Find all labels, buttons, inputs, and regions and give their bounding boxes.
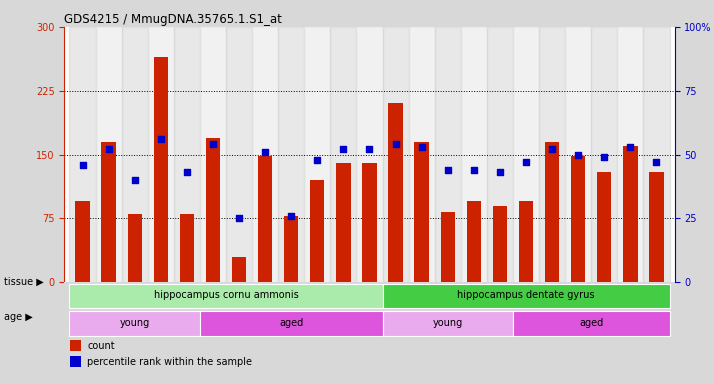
Bar bbox=[121, 27, 148, 282]
Bar bbox=[154, 57, 168, 282]
Bar bbox=[618, 27, 643, 282]
Bar bbox=[408, 27, 435, 282]
Bar bbox=[461, 27, 487, 282]
Bar bbox=[513, 311, 670, 336]
Point bbox=[286, 213, 297, 219]
Bar bbox=[565, 27, 591, 282]
Point bbox=[103, 146, 114, 152]
Bar bbox=[539, 27, 565, 282]
Bar bbox=[467, 201, 481, 282]
Bar bbox=[200, 27, 226, 282]
Bar bbox=[545, 142, 559, 282]
Point bbox=[363, 146, 376, 152]
Bar bbox=[69, 311, 200, 336]
Bar bbox=[304, 27, 331, 282]
Bar bbox=[226, 27, 252, 282]
Point bbox=[521, 159, 532, 165]
Bar bbox=[69, 284, 383, 308]
Bar bbox=[258, 156, 272, 282]
Text: percentile rank within the sample: percentile rank within the sample bbox=[87, 357, 253, 367]
Text: count: count bbox=[87, 341, 115, 351]
Text: young: young bbox=[119, 318, 150, 328]
Bar bbox=[96, 27, 121, 282]
Bar bbox=[101, 142, 116, 282]
Bar bbox=[69, 27, 96, 282]
Bar bbox=[597, 172, 611, 282]
Point bbox=[598, 154, 610, 160]
Bar bbox=[623, 146, 638, 282]
Bar bbox=[206, 137, 220, 282]
Bar bbox=[200, 311, 383, 336]
Bar bbox=[383, 27, 408, 282]
Point bbox=[390, 141, 401, 147]
Point bbox=[181, 169, 193, 175]
Bar bbox=[336, 163, 351, 282]
Text: aged: aged bbox=[279, 318, 303, 328]
Point bbox=[129, 177, 141, 183]
Bar bbox=[284, 216, 298, 282]
Bar bbox=[383, 311, 513, 336]
Text: hippocampus cornu ammonis: hippocampus cornu ammonis bbox=[154, 290, 298, 300]
Point bbox=[338, 146, 349, 152]
Bar bbox=[388, 103, 403, 282]
Bar bbox=[487, 27, 513, 282]
Point bbox=[416, 144, 428, 150]
Point bbox=[625, 144, 636, 150]
Bar bbox=[174, 27, 200, 282]
Point bbox=[233, 215, 245, 222]
Bar bbox=[435, 27, 461, 282]
Bar bbox=[649, 172, 663, 282]
Point bbox=[546, 146, 558, 152]
Point bbox=[468, 167, 480, 173]
Bar bbox=[71, 340, 81, 351]
Text: aged: aged bbox=[579, 318, 603, 328]
Bar bbox=[148, 27, 174, 282]
Text: young: young bbox=[433, 318, 463, 328]
Text: hippocampus dentate gyrus: hippocampus dentate gyrus bbox=[457, 290, 595, 300]
Point bbox=[207, 141, 218, 147]
Point bbox=[650, 159, 662, 165]
Point bbox=[311, 157, 323, 163]
Text: GDS4215 / MmugDNA.35765.1.S1_at: GDS4215 / MmugDNA.35765.1.S1_at bbox=[64, 13, 282, 26]
Bar bbox=[128, 214, 142, 282]
Point bbox=[442, 167, 453, 173]
Bar bbox=[571, 156, 585, 282]
Bar bbox=[71, 356, 81, 367]
Bar bbox=[278, 27, 304, 282]
Point bbox=[155, 136, 166, 142]
Point bbox=[573, 151, 584, 157]
Bar bbox=[76, 201, 90, 282]
Bar bbox=[310, 180, 324, 282]
Bar bbox=[383, 284, 670, 308]
Bar bbox=[180, 214, 194, 282]
Bar bbox=[441, 212, 455, 282]
Bar bbox=[252, 27, 278, 282]
Point bbox=[259, 149, 271, 155]
Bar bbox=[643, 27, 670, 282]
Bar bbox=[356, 27, 383, 282]
Bar bbox=[519, 201, 533, 282]
Point bbox=[77, 162, 89, 168]
Point bbox=[494, 169, 506, 175]
Bar bbox=[415, 142, 429, 282]
Bar bbox=[362, 163, 377, 282]
Bar bbox=[331, 27, 356, 282]
Bar bbox=[493, 205, 507, 282]
Bar bbox=[513, 27, 539, 282]
Bar bbox=[232, 257, 246, 282]
Bar bbox=[591, 27, 618, 282]
Text: age ▶: age ▶ bbox=[4, 312, 32, 322]
Text: tissue ▶: tissue ▶ bbox=[4, 277, 44, 287]
